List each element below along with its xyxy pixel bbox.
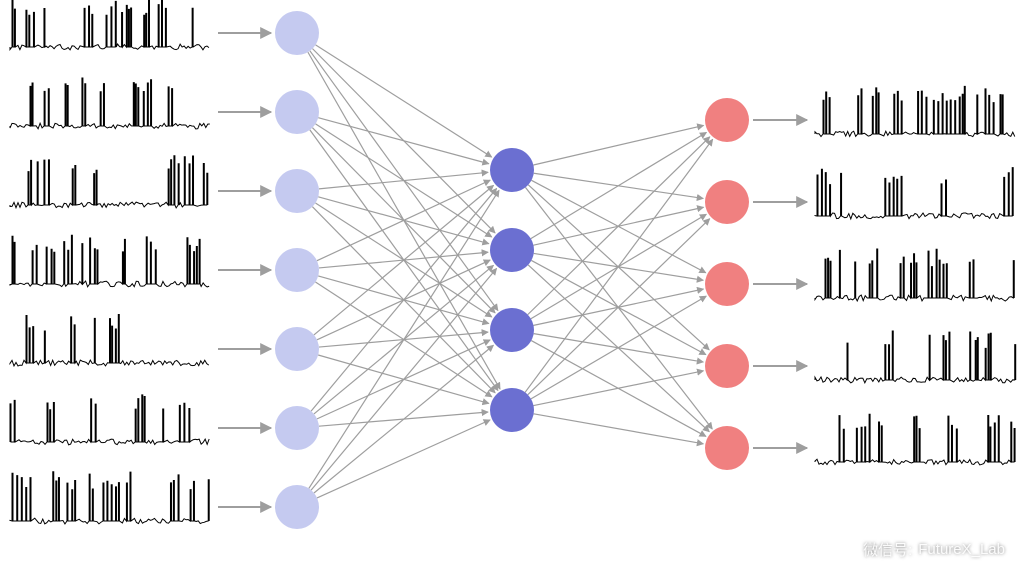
output-node-2 xyxy=(705,262,749,306)
neural-network-diagram xyxy=(0,0,1025,580)
hidden-node-3 xyxy=(490,388,534,432)
output-signal-0 xyxy=(815,86,1015,136)
input-node-6 xyxy=(275,485,319,529)
input-signal-4 xyxy=(10,315,209,366)
hidden-node-0 xyxy=(490,148,534,192)
watermark: 微信号: FutureX_Lab xyxy=(837,539,1005,560)
input-signal-1 xyxy=(10,78,210,129)
hidden-node-2 xyxy=(490,308,534,352)
input-node-0 xyxy=(275,11,319,55)
input-signal-0 xyxy=(10,0,209,50)
output-signal-1 xyxy=(815,168,1013,219)
input-node-3 xyxy=(275,248,319,292)
input-signal-2 xyxy=(10,156,208,208)
output-node-1 xyxy=(705,180,749,224)
input-node-5 xyxy=(275,406,319,450)
output-node-3 xyxy=(705,344,749,388)
input-signal-5 xyxy=(10,395,209,445)
input-node-2 xyxy=(275,169,319,213)
wechat-icon xyxy=(837,540,857,560)
output-signal-2 xyxy=(815,249,1014,301)
output-signal-4 xyxy=(815,414,1015,465)
output-node-0 xyxy=(705,98,749,142)
hidden-node-1 xyxy=(490,228,534,272)
input-node-4 xyxy=(275,327,319,371)
output-node-4 xyxy=(705,426,749,470)
nodes xyxy=(275,11,749,529)
input-signal-3 xyxy=(10,235,209,287)
output-signal-3 xyxy=(815,331,1016,383)
input-node-1 xyxy=(275,90,319,134)
input-signal-6 xyxy=(10,472,209,524)
